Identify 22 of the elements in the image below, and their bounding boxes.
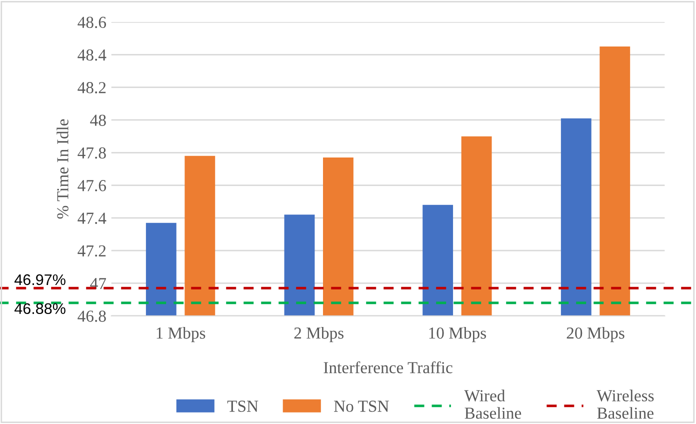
y-tick-label: 48.2 [78, 82, 106, 94]
y-tick-label: 48.4 [78, 49, 106, 61]
y-tick-label: 46.8 [78, 310, 106, 322]
y-tick-label: 47 [90, 278, 106, 290]
annotation: 46.88% [14, 303, 66, 314]
legend-label: TSN [227, 400, 258, 412]
x-axis-title: Interference Traffic [324, 361, 452, 374]
legend-label: No TSN [334, 400, 389, 412]
y-tick-label: 47.6 [78, 180, 106, 192]
x-tick-label: 1 Mbps [156, 326, 206, 342]
legend-label: Wireless Baseline [596, 390, 654, 419]
x-tick-label: 20 Mbps [566, 326, 624, 342]
x-tick-label: 2 Mbps [294, 326, 344, 342]
y-tick-label: 47.8 [78, 147, 106, 159]
x-tick-label: 10 Mbps [429, 326, 486, 342]
y-axis-title: % Time In Idle [56, 119, 68, 219]
legend-label: Wired Baseline [464, 390, 522, 419]
y-tick-label: 47.4 [78, 212, 106, 224]
annotation: 46.97% [14, 274, 66, 286]
y-tick-label: 48 [90, 114, 106, 126]
y-tick-label: 48.6 [78, 16, 106, 28]
y-tick-label: 47.2 [78, 245, 106, 257]
